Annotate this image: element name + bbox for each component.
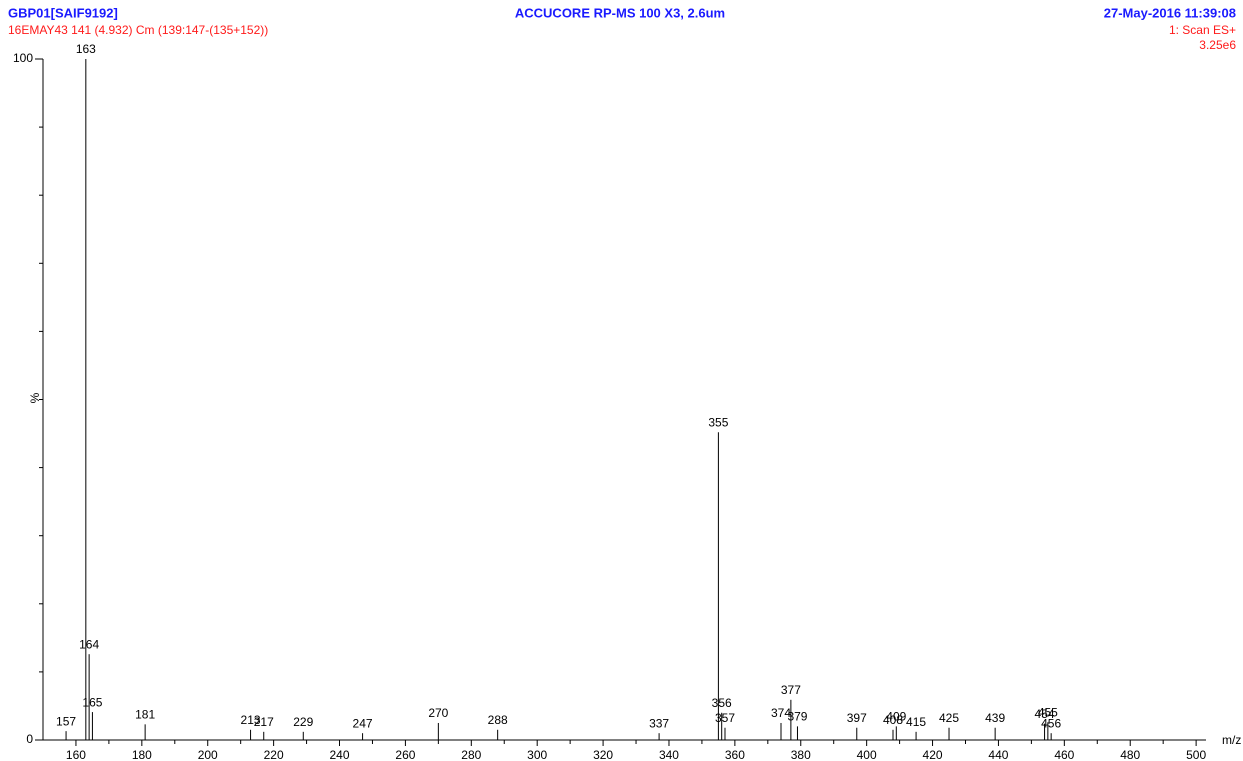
chart-title: ACCUCORE RP-MS 100 X3, 2.6um bbox=[515, 5, 725, 20]
header-right: 27-May-2016 11:39:08 bbox=[1104, 5, 1236, 20]
x-tick-label: 480 bbox=[1120, 748, 1140, 761]
peak-label: 247 bbox=[353, 716, 373, 730]
peak-label: 213 bbox=[241, 713, 261, 727]
x-tick-label: 180 bbox=[132, 748, 152, 761]
peak-label: 288 bbox=[488, 713, 508, 727]
peak-label: 163 bbox=[76, 42, 96, 56]
peak-label: 455 bbox=[1038, 705, 1058, 719]
peak-label: 357 bbox=[715, 711, 735, 725]
peak-label: 164 bbox=[79, 637, 99, 651]
peak-label: 165 bbox=[82, 695, 102, 709]
x-tick-label: 340 bbox=[659, 748, 679, 761]
peak-label: 408 bbox=[883, 713, 903, 727]
scan-mode: 1: Scan ES+ bbox=[1169, 23, 1236, 37]
peak-label: 397 bbox=[847, 711, 867, 725]
peak-label: 409 bbox=[886, 710, 906, 724]
peak-label: 181 bbox=[135, 708, 155, 722]
x-tick-label: 440 bbox=[988, 748, 1008, 761]
x-tick-label: 220 bbox=[264, 748, 284, 761]
peak-label: 456 bbox=[1041, 716, 1061, 730]
x-tick-label: 420 bbox=[923, 748, 943, 761]
y-tick-label: 100 bbox=[13, 51, 33, 65]
x-tick-label: 460 bbox=[1054, 748, 1074, 761]
peak-label: 454 bbox=[1035, 707, 1055, 721]
peak-label: 377 bbox=[781, 683, 801, 697]
x-tick-label: 380 bbox=[791, 748, 811, 761]
x-tick-label: 200 bbox=[198, 748, 218, 761]
x-axis-label: m/z bbox=[1222, 733, 1241, 747]
subtitle: 16EMAY43 141 (4.932) Cm (139:147-(135+15… bbox=[8, 23, 268, 37]
x-tick-label: 320 bbox=[593, 748, 613, 761]
x-tick-label: 240 bbox=[329, 748, 349, 761]
intensity: 3.25e6 bbox=[1199, 38, 1236, 52]
peak-label: 355 bbox=[708, 415, 728, 429]
x-tick-label: 300 bbox=[527, 748, 547, 761]
x-tick-label: 500 bbox=[1186, 748, 1206, 761]
peak-label: 270 bbox=[428, 706, 448, 720]
peak-label: 415 bbox=[906, 715, 926, 729]
x-tick-label: 400 bbox=[857, 748, 877, 761]
peak-label: 217 bbox=[254, 715, 274, 729]
x-tick-label: 280 bbox=[461, 748, 481, 761]
x-tick-label: 260 bbox=[395, 748, 415, 761]
peak-label: 229 bbox=[293, 715, 313, 729]
peak-label: 356 bbox=[712, 696, 732, 710]
y-axis-label: % bbox=[28, 392, 42, 403]
peak-label: 337 bbox=[649, 716, 669, 730]
peak-label: 379 bbox=[787, 710, 807, 724]
x-tick-label: 160 bbox=[66, 748, 86, 761]
y-tick-label: 0 bbox=[26, 732, 33, 746]
peak-label: 425 bbox=[939, 711, 959, 725]
peak-label: 439 bbox=[985, 711, 1005, 725]
peak-label: 374 bbox=[771, 706, 791, 720]
x-tick-label: 360 bbox=[725, 748, 745, 761]
header-left: GBP01[SAIF9192] bbox=[8, 5, 118, 20]
peak-label: 157 bbox=[56, 714, 76, 728]
